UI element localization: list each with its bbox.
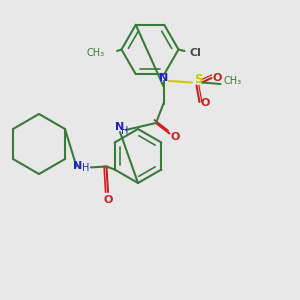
Text: O: O: [200, 98, 210, 109]
Text: O: O: [171, 131, 180, 142]
Text: N: N: [159, 73, 168, 83]
Text: S: S: [194, 73, 202, 86]
Text: O: O: [103, 195, 113, 206]
Text: CH₃: CH₃: [87, 47, 105, 58]
Text: N: N: [74, 160, 82, 171]
Text: Cl: Cl: [189, 47, 201, 58]
Text: O: O: [212, 73, 222, 83]
Text: CH₃: CH₃: [224, 76, 242, 86]
Text: H: H: [121, 125, 128, 136]
Text: H: H: [82, 163, 89, 173]
Text: N: N: [116, 122, 124, 133]
